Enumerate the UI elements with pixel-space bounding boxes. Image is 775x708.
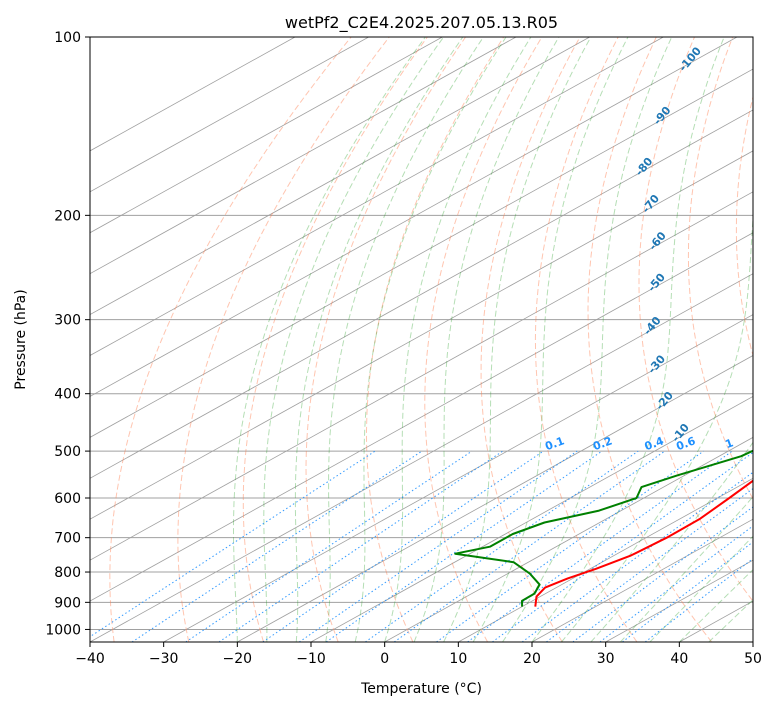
dry-adiabat-line: [177, 37, 390, 642]
x-tick-label: −20: [223, 651, 253, 667]
x-tick-label: −30: [149, 651, 179, 667]
y-tick-label: 300: [54, 313, 81, 329]
moist-adiabat-line: [233, 37, 426, 642]
moist-adiabat-line: [531, 37, 725, 642]
dry-adiabat-line: [366, 37, 505, 642]
isotherm-gridline: [90, 37, 296, 152]
isotherm-gridline: [90, 232, 753, 602]
isotherm-gridline: [90, 37, 664, 356]
mixing-ratio-line: [393, 450, 666, 642]
mixing-ratio-label: 0.4: [643, 434, 666, 453]
mixing-ratio-line: [298, 450, 578, 642]
dry-adiabat-line: [242, 37, 428, 642]
y-tick-label: 100: [54, 30, 81, 46]
y-tick-label: 700: [54, 531, 81, 547]
isotherm-gridline: [458, 477, 753, 642]
dry-adiabat-line: [109, 37, 352, 642]
y-tick-label: 1000: [45, 622, 81, 638]
dry-adiabat-line: [480, 37, 581, 642]
mixing-ratio-line: [492, 451, 753, 642]
x-tick-label: 50: [744, 651, 762, 667]
isotherm-gridline: [310, 395, 753, 642]
x-tick-label: −40: [75, 651, 105, 667]
mixing-ratio-line: [467, 450, 733, 642]
isotherm-gridline: [90, 273, 753, 642]
isotherm-gridline: [90, 150, 753, 520]
dry-adiabat-line: [534, 37, 638, 642]
moist-adiabat-line: [620, 495, 753, 642]
mixing-ratio-label: 0.1: [543, 434, 566, 453]
y-tick-label: 500: [54, 444, 81, 460]
mixing-ratio-line: [622, 541, 753, 642]
background-lines: [90, 37, 753, 642]
moist-adiabat-line: [502, 37, 673, 642]
isotherm-gridline: [237, 355, 753, 642]
isotherm-gridline: [384, 436, 753, 642]
x-tick-label: 10: [449, 651, 467, 667]
mixing-ratio-line: [131, 450, 423, 642]
isotherm-gridline: [531, 518, 753, 642]
mixing-ratio-line: [325, 450, 603, 642]
x-tick-label: −10: [296, 651, 326, 667]
mixing-ratio-label: 0.6: [674, 434, 697, 453]
dry-adiabat-line: [638, 37, 753, 603]
isotherm-gridline: [90, 37, 738, 397]
x-tick-label: 40: [670, 651, 688, 667]
y-tick-label: 800: [54, 565, 81, 581]
chart-title: wetPf2_C2E4.2025.207.05.13.R05: [285, 13, 558, 33]
sounding-profiles: [454, 449, 753, 607]
moist-adiabat-line: [263, 37, 445, 642]
isotherm-gridline: [90, 68, 753, 438]
moist-adiabat-line: [561, 212, 753, 642]
mixing-ratio-line: [521, 471, 753, 642]
moist-adiabat-line: [413, 37, 560, 642]
isotherm-gridline: [163, 314, 753, 642]
dry-adiabat-line: [587, 37, 713, 642]
plot-background: [90, 37, 753, 642]
mixing-ratio-label: 0.2: [591, 434, 614, 453]
mixing-ratio-line: [436, 450, 704, 642]
isotherm-gridline: [90, 109, 753, 479]
x-axis-label: Temperature (°C): [360, 681, 482, 697]
moist-adiabat-line: [443, 37, 592, 642]
x-tick-label: 0: [380, 651, 389, 667]
axes: −40 −30 −20 −10 0 10 20 30 40 50 100 200 300 400 500 60…: [45, 30, 762, 667]
mixing-ratio-label: 1.5: [751, 434, 774, 453]
mixing-ratio-line: [365, 450, 639, 642]
dry-adiabat-line: [687, 37, 753, 500]
x-tick-label: 30: [597, 651, 615, 667]
moist-adiabat-line: [649, 535, 753, 642]
isotherm-gridline: [90, 37, 517, 275]
dewpoint-profile-line: [454, 449, 753, 607]
mixing-ratio-label: 1: [723, 436, 735, 451]
mixing-ratio-line: [599, 525, 753, 642]
mixing-ratio-line: [218, 450, 504, 642]
moist-adiabat-line: [472, 37, 629, 642]
isotherm-gridline: [90, 37, 443, 234]
y-axis-label: Pressure (hPa): [13, 289, 29, 389]
moist-adiabat-line: [354, 37, 507, 642]
y-tick-label: 200: [54, 208, 81, 224]
temperature-profile-line: [534, 479, 753, 607]
isotherm-gridline: [90, 191, 753, 561]
moist-adiabat-line: [384, 37, 532, 642]
moist-adiabat-line: [294, 37, 464, 642]
isotherm-gridline: [90, 37, 369, 193]
moist-adiabat-line: [325, 37, 484, 642]
y-tick-label: 600: [54, 491, 81, 507]
plot-frame: [89, 36, 754, 643]
mixing-ratio-line: [185, 450, 473, 642]
y-tick-label: 900: [54, 595, 81, 611]
dry-adiabat-line: [305, 37, 467, 642]
isotherm-gridline: [90, 37, 590, 316]
x-tick-label: 20: [523, 651, 541, 667]
dry-adiabat-line: [735, 95, 753, 358]
y-tick-label: 400: [54, 387, 81, 403]
